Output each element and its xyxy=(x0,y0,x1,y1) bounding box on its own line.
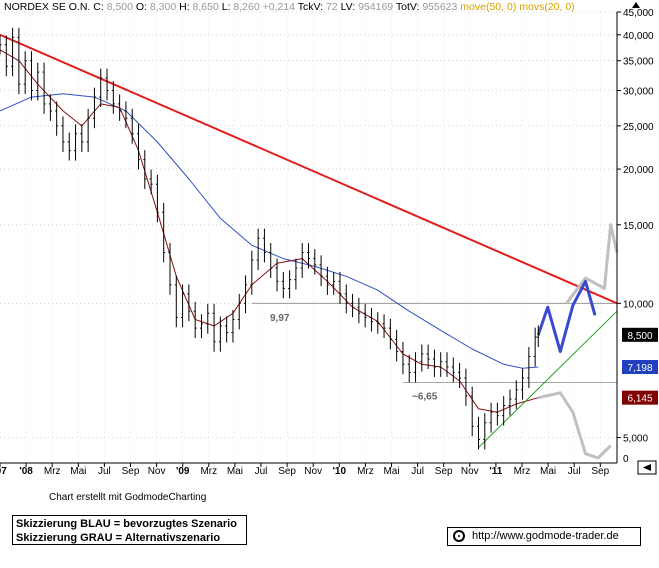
symbol-name: NORDEX SE O.N. xyxy=(4,1,91,13)
header-field: L: 8,260 xyxy=(219,1,260,13)
ma20-line xyxy=(0,49,539,413)
header-fields: C: 8,500 O: 8,300 H: 8,650 L: 8,260 +0,2… xyxy=(93,1,460,13)
price-tag-bg xyxy=(622,390,658,405)
x-tick-label: Jul xyxy=(568,466,581,477)
header-field-key: LV: xyxy=(337,1,359,13)
header-field: H: 8,650 xyxy=(176,1,219,13)
annotation-label: 9,97 xyxy=(270,313,290,324)
price-tag-bg xyxy=(622,327,658,342)
x-tick-label: Mrz xyxy=(514,466,531,477)
y-tick-label: 40,000 xyxy=(623,31,654,42)
x-tick-label: '08 xyxy=(19,466,33,477)
y-tick-label: 35,000 xyxy=(623,57,654,68)
header-field-key: L: xyxy=(218,1,234,13)
x-tick-label: Jul xyxy=(411,466,424,477)
y-tick-label: 15,000 xyxy=(623,221,654,232)
resistance-trend-line xyxy=(0,33,618,305)
header-field-value: 8,300 xyxy=(149,1,177,13)
price-tags: 8,500 7,198 6,145 xyxy=(622,327,658,405)
y-tick-label: 25,000 xyxy=(623,122,654,133)
header-field-value: 8,260 xyxy=(233,1,260,13)
target-icon xyxy=(453,530,465,542)
x-tick-label: Jul xyxy=(255,466,268,477)
header-field: TckV: 72 xyxy=(295,1,338,13)
header-field: C: 8,500 xyxy=(93,1,133,13)
header-field: LV: 954169 xyxy=(337,1,394,13)
x-tick-label: Nov xyxy=(304,466,322,477)
y-tick-label: 0 xyxy=(623,454,629,465)
header-field-key: TotV: xyxy=(393,1,423,13)
price-tag-label: 8,500 xyxy=(627,331,652,342)
x-tick-label: Mrz xyxy=(44,466,61,477)
y-tick-label: 45,000 xyxy=(623,8,654,19)
ma50-line xyxy=(0,93,539,369)
arrow-up-icon xyxy=(632,2,640,8)
x-tick-label: '09 xyxy=(176,466,190,477)
gray-scenario-up xyxy=(565,223,619,305)
x-tick-label: Nov xyxy=(461,466,479,477)
header-field-key: O: xyxy=(132,1,150,13)
x-tick-label: Mrz xyxy=(357,466,374,477)
x-tick-label: Mrz xyxy=(200,466,217,477)
x-tick-label: Nov xyxy=(148,466,166,477)
header-field-key: C: xyxy=(93,1,107,13)
ma50-label: move(50, 0) xyxy=(460,1,517,13)
header-field-value: +0,214 xyxy=(262,1,296,13)
url-box[interactable]: http://www.godmode-trader.de xyxy=(447,527,641,546)
legend-blue: Skizzierung BLAU = bevorzugtes Szenario xyxy=(16,518,237,530)
x-tick-label: Sep xyxy=(122,466,140,477)
y-tick-label: 10,000 xyxy=(623,299,654,310)
x-tick-label: Mai xyxy=(227,466,243,477)
header-field: TotV: 955623 xyxy=(393,1,458,13)
header-field: O: 8,300 xyxy=(133,1,176,13)
legend-gray: Skizzierung GRAU = Alternativszenario xyxy=(16,532,221,544)
legend-box: Skizzierung BLAU = bevorzugtes Szenario … xyxy=(12,515,247,545)
x-tick-label: Sep xyxy=(591,466,609,477)
blue-scenario xyxy=(536,279,597,353)
header-field-value: 8,650 xyxy=(192,1,219,13)
price-series-group xyxy=(0,27,540,450)
support-trend-line xyxy=(478,310,618,448)
header-field-value: 954169 xyxy=(358,1,394,13)
x-tick-label: '07 xyxy=(0,466,7,477)
x-tick-label: Mai xyxy=(383,466,399,477)
y-tick-label: 20,000 xyxy=(623,165,654,176)
x-tick-label: Mai xyxy=(70,466,86,477)
header-field-value: 72 xyxy=(325,1,338,13)
grid xyxy=(0,11,617,463)
x-tick-label: Mai xyxy=(540,466,556,477)
x-tick-label: Jul xyxy=(98,466,111,477)
y-tick-label: 5,000 xyxy=(623,434,648,445)
gray-scenario-down xyxy=(537,391,612,460)
y-tick-label: 30,000 xyxy=(623,87,654,98)
chart-credit: Chart erstellt mit GodmodeCharting xyxy=(49,492,207,503)
header-field: +0,214 xyxy=(260,1,295,13)
price-tag-label: 6,145 xyxy=(627,394,652,405)
x-tick-label: Sep xyxy=(278,466,296,477)
ma20-label: movs(20, 0) xyxy=(519,1,575,13)
header-field-key: TckV: xyxy=(295,1,326,13)
header-field-value: 955623 xyxy=(422,1,458,13)
x-tick-label: '10 xyxy=(333,466,347,477)
x-tick-label: Sep xyxy=(435,466,453,477)
arrow-left-icon xyxy=(643,464,651,471)
url-link[interactable]: http://www.godmode-trader.de xyxy=(472,530,619,542)
annotation-label: ~6,65 xyxy=(412,391,438,402)
header-field-key: H: xyxy=(176,1,193,13)
chart-header: NORDEX SE O.N. C: 8,500 O: 8,300 H: 8,65… xyxy=(4,1,575,13)
axes: 45,000 40,000 35,000 30,000 25,000 20,000 15,0… xyxy=(0,2,657,477)
x-tick-label: '11 xyxy=(489,466,502,477)
price-tag-label: 7,198 xyxy=(627,363,652,374)
header-field-value: 8,500 xyxy=(106,1,133,13)
price-tag-bg xyxy=(622,360,658,375)
